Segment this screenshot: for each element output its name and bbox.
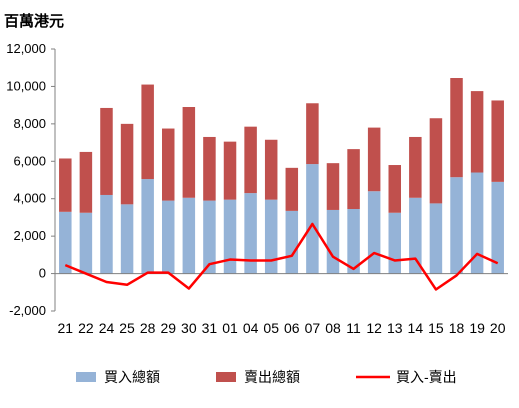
x-tick-label-19: 19 xyxy=(469,320,485,336)
x-tick-label-13: 13 xyxy=(387,320,403,336)
y-tick-label: 8,000 xyxy=(13,116,46,131)
bar-buy-05 xyxy=(265,200,278,274)
bar-sell-31 xyxy=(203,137,216,201)
bar-sell-06 xyxy=(286,168,299,211)
x-tick-label-05: 05 xyxy=(263,320,279,336)
bar-sell-07 xyxy=(306,103,319,164)
bar-sell-04 xyxy=(244,127,256,193)
legend: 買入總額 賣出總額 買入-賣出 xyxy=(76,369,457,385)
bar-sell-13 xyxy=(389,165,402,213)
bar-sell-22 xyxy=(80,152,93,213)
x-tick-label-31: 31 xyxy=(202,320,218,336)
x-tick-label-14: 14 xyxy=(408,320,424,336)
y-tick-label: 10,000 xyxy=(6,78,46,93)
x-tick-label-08: 08 xyxy=(325,320,341,336)
bar-sell-12 xyxy=(368,128,381,192)
x-tick-label-20: 20 xyxy=(490,320,506,336)
x-tick-label-15: 15 xyxy=(428,320,444,336)
x-tick-label-21: 21 xyxy=(58,320,74,336)
bar-sell-25 xyxy=(121,124,134,204)
x-tick-label-25: 25 xyxy=(119,320,135,336)
bar-sell-29 xyxy=(162,129,175,201)
bar-sell-01 xyxy=(224,142,237,200)
x-tick-label-29: 29 xyxy=(160,320,176,336)
x-tick-label-12: 12 xyxy=(366,320,382,336)
x-tick-label-01: 01 xyxy=(222,320,238,336)
bar-buy-21 xyxy=(59,212,72,274)
bar-buy-13 xyxy=(389,213,402,274)
bar-buy-01 xyxy=(224,200,237,274)
unit-label: 百萬港元 xyxy=(4,12,64,30)
x-tick-label-24: 24 xyxy=(99,320,115,336)
y-tick-label: 4,000 xyxy=(13,191,46,206)
bar-sell-19 xyxy=(471,91,484,172)
bar-buy-24 xyxy=(100,195,113,274)
bar-sell-21 xyxy=(59,158,72,211)
bar-buy-11 xyxy=(347,209,360,274)
legend-sell-label: 賣出總額 xyxy=(244,369,300,385)
x-tick-label-04: 04 xyxy=(243,320,259,336)
x-tick-label-06: 06 xyxy=(284,320,300,336)
x-tick-label-30: 30 xyxy=(181,320,197,336)
bar-buy-30 xyxy=(183,198,196,274)
bar-buy-12 xyxy=(368,191,381,273)
bar-buy-29 xyxy=(162,201,175,274)
bar-buy-14 xyxy=(409,198,422,274)
y-tick-label: -2,000 xyxy=(9,303,46,318)
bar-buy-08 xyxy=(327,210,340,274)
legend-buy-label: 買入總額 xyxy=(104,369,160,385)
bar-buy-07 xyxy=(306,164,319,273)
bar-sell-20 xyxy=(491,100,504,181)
y-tick-label: 0 xyxy=(39,266,46,281)
bar-buy-06 xyxy=(286,211,299,274)
bar-buy-18 xyxy=(450,177,463,273)
legend-sell-swatch xyxy=(216,372,236,382)
x-tick-label-11: 11 xyxy=(346,320,361,336)
x-tick-label-28: 28 xyxy=(140,320,156,336)
bar-sell-24 xyxy=(100,108,113,195)
bar-sell-30 xyxy=(183,107,196,198)
legend-net-label: 買入-賣出 xyxy=(396,369,457,385)
bar-sell-14 xyxy=(409,137,422,198)
bar-sell-18 xyxy=(450,78,463,177)
bar-buy-22 xyxy=(80,213,93,274)
bar-sell-28 xyxy=(141,85,154,180)
bar-buy-25 xyxy=(121,204,134,273)
bar-sell-08 xyxy=(327,163,340,210)
y-tick-label: 2,000 xyxy=(13,228,46,243)
y-tick-label: 12,000 xyxy=(6,41,46,56)
bar-sell-15 xyxy=(430,118,443,203)
bar-buy-15 xyxy=(430,203,443,273)
legend-buy-swatch xyxy=(76,372,96,382)
y-tick-label: 6,000 xyxy=(13,153,46,168)
bar-buy-20 xyxy=(491,182,504,274)
x-tick-label-18: 18 xyxy=(449,320,465,336)
bars-layer xyxy=(59,78,504,274)
x-tick-label-07: 07 xyxy=(305,320,321,336)
bar-sell-05 xyxy=(265,140,278,200)
bar-buy-28 xyxy=(141,179,154,274)
x-tick-label-22: 22 xyxy=(78,320,94,336)
bar-sell-11 xyxy=(347,149,360,209)
